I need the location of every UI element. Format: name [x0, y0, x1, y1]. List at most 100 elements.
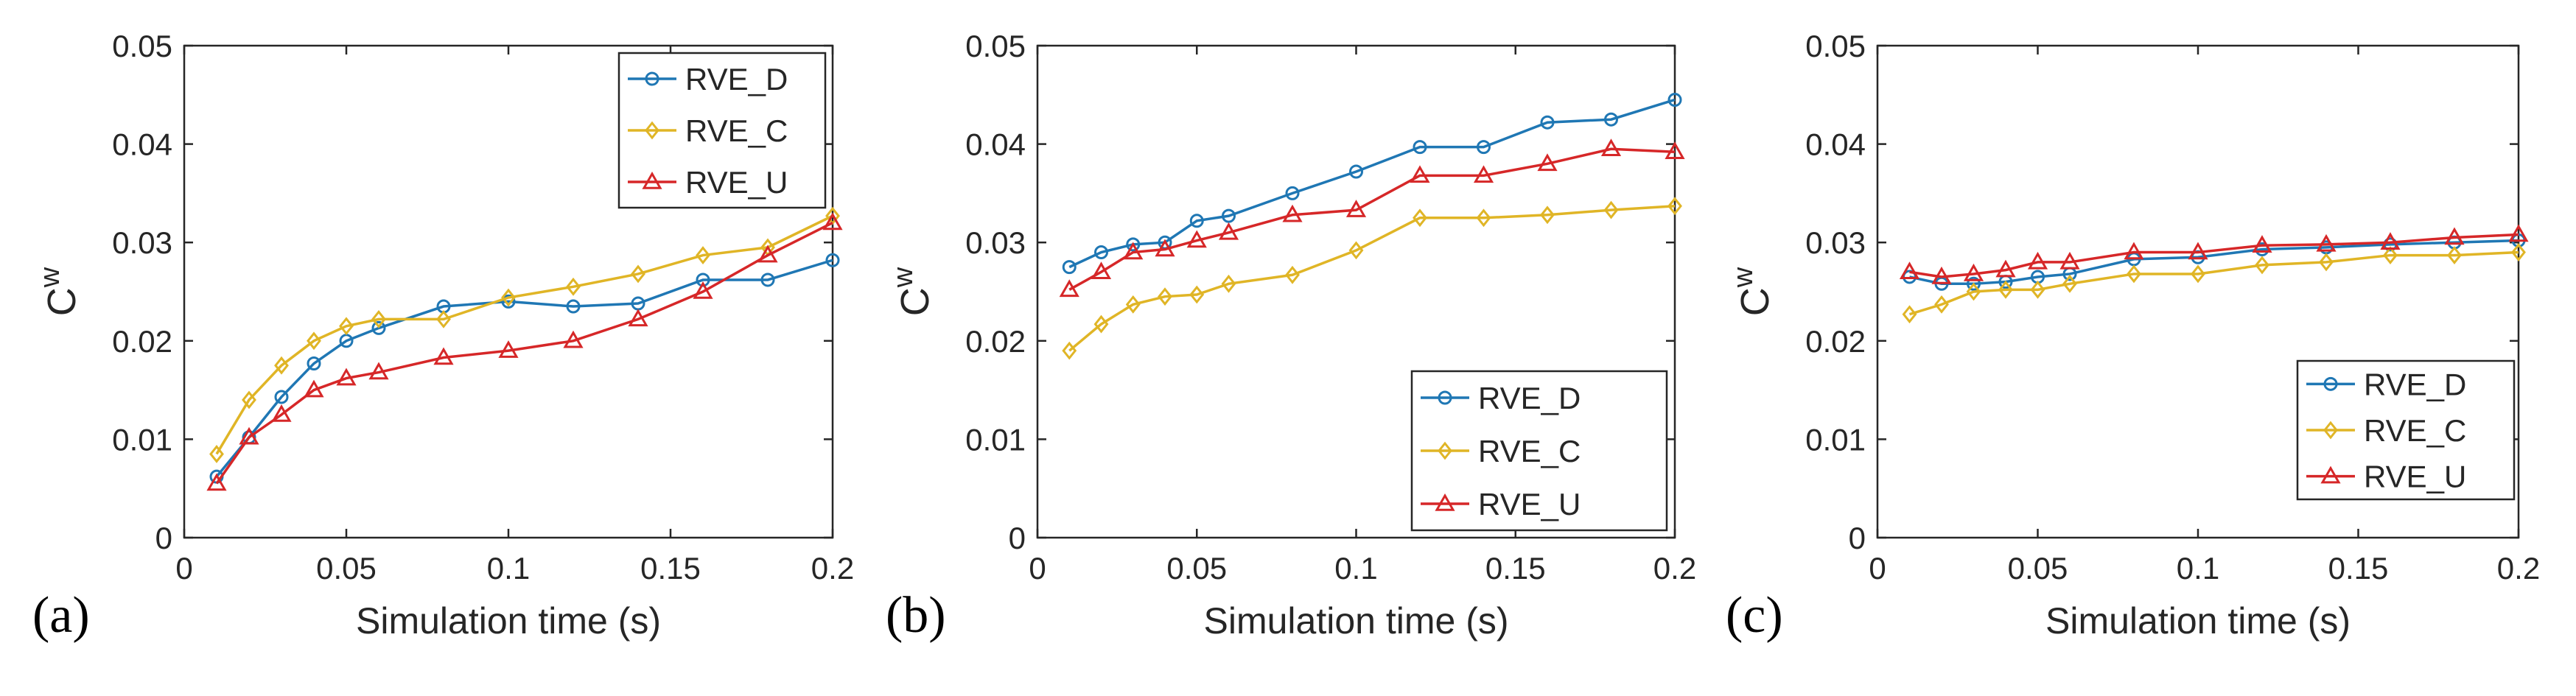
legend-label: RVE_U [685, 165, 788, 200]
legend-marker [1435, 493, 1455, 511]
data-point [1126, 237, 1141, 252]
data-point [307, 356, 321, 371]
data-point [1963, 263, 1984, 281]
data-point [1665, 141, 1685, 160]
data-point [1902, 305, 1917, 324]
data-point [825, 253, 840, 267]
data-point [1600, 138, 1622, 157]
data-point [1189, 214, 1204, 228]
data-point [274, 390, 289, 404]
x-tick-label: 0 [1029, 551, 1046, 586]
data-point [1059, 279, 1079, 298]
data-point [2444, 227, 2465, 245]
series-rve-u [206, 212, 843, 491]
data-point [371, 310, 386, 328]
panel-label: (b) [886, 587, 946, 644]
data-point [433, 347, 454, 365]
data-point [566, 277, 581, 296]
legend-label: RVE_C [1478, 434, 1581, 468]
data-point [274, 356, 289, 375]
data-point [1125, 295, 1141, 314]
data-point [1934, 295, 1949, 314]
series-line [215, 214, 833, 455]
data-point [1123, 242, 1144, 260]
legend-label: RVE_C [685, 113, 788, 148]
legend-label: RVE_C [2364, 413, 2466, 448]
data-point [2059, 251, 2080, 270]
data-point [1155, 239, 1175, 257]
data-point [1540, 115, 1555, 130]
data-point [2383, 246, 2398, 264]
legend-item: RVE_C [2306, 413, 2466, 448]
data-point [1903, 270, 1917, 284]
data-point [1285, 265, 1300, 284]
legend-marker [1438, 390, 1452, 405]
data-point [822, 212, 843, 231]
x-axis-label: Simulation time (s) [356, 600, 661, 641]
data-point [501, 294, 516, 309]
x-tick-label: 0 [175, 551, 192, 586]
data-point [1473, 165, 1494, 183]
data-point [757, 245, 778, 263]
data-point [1540, 205, 1555, 225]
x-tick-label: 0.1 [2177, 551, 2219, 586]
data-point [2252, 235, 2272, 253]
series-line [215, 259, 833, 478]
legend-label: RVE_D [685, 62, 788, 96]
x-tick-label: 0.15 [2328, 551, 2389, 586]
data-point [631, 264, 645, 284]
legend-marker [2323, 376, 2338, 391]
data-point [1667, 92, 1682, 107]
data-point [1477, 140, 1491, 155]
data-point [566, 299, 581, 314]
y-tick-label: 0 [155, 521, 172, 555]
legend-marker [2320, 465, 2341, 484]
data-point [1537, 153, 1558, 172]
data-point [1222, 208, 1236, 223]
data-point [371, 320, 386, 335]
legend-marker [2323, 421, 2338, 440]
data-point [1349, 164, 1363, 179]
data-point [1931, 266, 1952, 284]
data-point [2027, 251, 2048, 270]
y-tick-label: 0.03 [965, 225, 1026, 260]
y-tick-label: 0.01 [1805, 422, 1866, 457]
data-point [2319, 253, 2334, 272]
series-rve-u [1059, 138, 1685, 298]
data-point [1966, 282, 1981, 301]
data-point [1094, 245, 1108, 260]
data-point [1667, 197, 1682, 216]
series-line [215, 221, 833, 485]
y-axis-label-superscript: w [1728, 267, 1759, 288]
data-point [206, 473, 227, 491]
y-tick-label: 0 [1849, 521, 1866, 555]
data-point [1093, 314, 1109, 334]
y-axis-label-superscript: w [35, 267, 66, 288]
data-point [1995, 259, 2016, 278]
data-point [2447, 246, 2462, 264]
legend-item: RVE_D [2306, 367, 2466, 401]
data-point [2188, 242, 2208, 260]
legend: RVE_D RVE_C RVE_U [2296, 359, 2516, 501]
data-point [760, 273, 775, 287]
legend-marker [645, 71, 659, 86]
data-point [501, 288, 516, 307]
data-point [2316, 233, 2337, 252]
data-point [1967, 276, 1981, 291]
data-point [1413, 208, 1427, 228]
data-point [1221, 274, 1236, 293]
legend-item: RVE_D [1421, 381, 1581, 415]
data-point [1348, 241, 1364, 260]
y-tick-label: 0.02 [965, 324, 1026, 359]
x-tick-label: 0.2 [811, 551, 854, 586]
data-point [1218, 222, 1239, 240]
data-point [696, 246, 710, 264]
series-line [1068, 147, 1676, 291]
data-point [1186, 230, 1207, 248]
x-tick-label: 0.05 [316, 551, 377, 586]
data-point [1282, 204, 1303, 222]
data-point [1189, 285, 1205, 304]
series-rve-u [1899, 224, 2529, 284]
legend: RVE_D RVE_C RVE_U [617, 52, 827, 209]
